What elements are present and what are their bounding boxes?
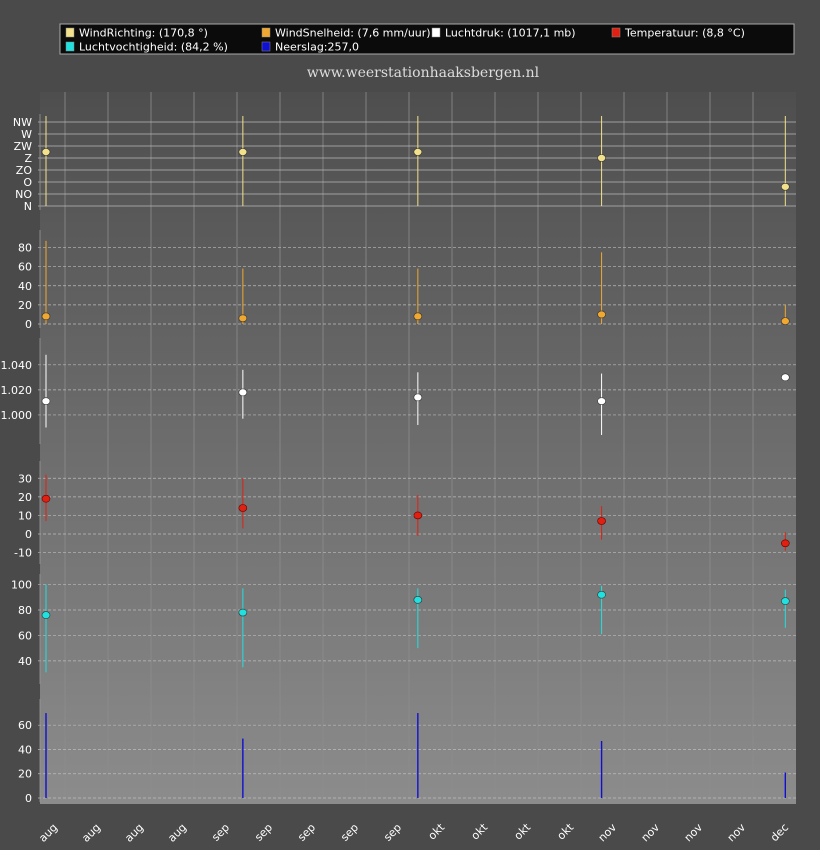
wind-direction-point: [597, 154, 606, 162]
y-tick-label: 1.000: [1, 409, 33, 422]
legend: WindRichting: (170,8 °) WindSnelheid: (7,…: [59, 23, 795, 55]
y-tick-label: 1.040: [1, 359, 33, 372]
pressure-point: [597, 397, 606, 405]
legend-label: Luchtdruk: (1017,1 mb): [445, 27, 576, 40]
x-tick-label: sep: [209, 821, 232, 844]
wind-speed-point: [781, 317, 790, 325]
x-tick-label: aug: [122, 821, 146, 845]
y-tick-label: 80: [18, 242, 32, 255]
y-tick-label: NO: [15, 188, 32, 201]
x-tick-label: okt: [555, 820, 577, 842]
x-tick-label: aug: [79, 821, 103, 845]
y-tick-label: 60: [18, 629, 32, 642]
wind-direction-point: [781, 183, 790, 191]
temperature-point: [781, 539, 790, 548]
y-tick-label: ZO: [16, 164, 33, 177]
legend-swatch: [261, 27, 271, 38]
x-tick-label: sep: [381, 821, 404, 844]
x-axis-labels: aug aug aug aug sep sep sep sep sep okt okt okt okt n…: [36, 820, 791, 844]
pressure-point: [238, 388, 248, 397]
y-tick-label: 40: [18, 655, 32, 668]
humidity-point: [597, 590, 606, 599]
y-tick-label: 1.020: [1, 384, 33, 397]
humidity-point: [781, 597, 790, 605]
legend-swatch: [65, 27, 75, 38]
temperature-point: [238, 504, 248, 512]
legend-item-wind-speed: WindSnelheid: (7,6 mm/uur): [261, 27, 431, 40]
y-tick-label: -10: [14, 547, 32, 560]
humidity-point: [238, 608, 248, 617]
y-tick-label: 20: [18, 299, 32, 312]
y-tick-label: 40: [18, 280, 32, 293]
wind-speed-point: [413, 312, 423, 321]
legend-label: WindRichting: (170,8 °): [79, 27, 208, 40]
x-tick-label: aug: [165, 821, 189, 845]
x-tick-label: nov: [682, 821, 706, 845]
y-tick-label: 60: [18, 261, 32, 274]
legend-label: WindSnelheid: (7,6 mm/uur): [275, 27, 431, 40]
x-tick-label: nov: [639, 821, 663, 845]
legend-item-humidity: Luchtvochtigheid: (84,2 %): [65, 41, 228, 54]
pressure-point: [41, 397, 51, 405]
y-tick-label: 0: [25, 528, 32, 541]
legend-label: Temperatuur: (8,8 °C): [624, 27, 745, 40]
y-tick-label: 80: [18, 604, 32, 617]
site-title: www.weerstationhaaksbergen.nl: [307, 65, 540, 81]
legend-label: Luchtvochtigheid: (84,2 %): [79, 41, 228, 54]
legend-item-temperature: Temperatuur: (8,8 °C): [611, 27, 745, 40]
x-tick-label: nov: [596, 821, 620, 845]
y-tick-label: 60: [18, 719, 32, 732]
legend-swatch: [65, 41, 75, 52]
y-tick-label: Z: [24, 152, 32, 165]
temperature-point: [413, 511, 423, 520]
pressure-point: [413, 393, 423, 402]
y-tick-label: 20: [18, 768, 32, 781]
x-tick-label: sep: [295, 821, 318, 844]
y-tick-label: 100: [11, 579, 32, 592]
x-tick-label: okt: [426, 820, 448, 842]
legend-item-wind-direction: WindRichting: (170,8 °): [65, 27, 208, 40]
y-tick-label: ZW: [14, 140, 33, 153]
temperature-point: [41, 494, 51, 503]
pressure-point: [781, 373, 790, 382]
x-tick-label: nov: [725, 821, 749, 845]
wind-direction-point: [413, 148, 423, 156]
x-tick-label: aug: [36, 821, 60, 845]
legend-swatch: [431, 27, 441, 38]
legend-label: Neerslag:257,0: [275, 41, 359, 54]
y-tick-label: N: [24, 200, 32, 213]
x-tick-label: okt: [512, 820, 534, 842]
y-tick-label: 0: [25, 792, 32, 805]
plot-background: [40, 92, 796, 804]
legend-swatch: [611, 27, 621, 38]
y-tick-label: 10: [18, 509, 32, 522]
wind-direction-point: [41, 148, 51, 156]
series-layer: [41, 116, 790, 798]
y-tick-label: NW: [13, 116, 32, 129]
wind-speed-point: [41, 312, 51, 321]
y-tick-label: 0: [25, 318, 32, 331]
humidity-point: [41, 611, 51, 619]
x-tick-label: okt: [469, 820, 491, 842]
humidity-point: [413, 596, 423, 604]
y-tick-label: 20: [18, 491, 32, 504]
x-tick-label: dec: [768, 821, 791, 844]
temperature-point: [597, 517, 606, 525]
grid-layer: [38, 92, 796, 804]
legend-item-precipitation: Neerslag:257,0: [261, 41, 359, 54]
legend-swatch: [261, 41, 271, 52]
y-tick-label: W: [21, 128, 32, 141]
y-tick-label: 30: [18, 472, 32, 485]
wind-speed-point: [238, 314, 248, 323]
y-tick-label: 40: [18, 743, 32, 756]
y-tick-label: O: [23, 176, 32, 189]
wind-speed-point: [597, 310, 606, 319]
wind-direction-point: [238, 148, 248, 156]
legend-item-pressure: Luchtdruk: (1017,1 mb): [431, 27, 576, 40]
x-tick-label: sep: [338, 821, 361, 844]
x-tick-label: sep: [252, 821, 275, 844]
